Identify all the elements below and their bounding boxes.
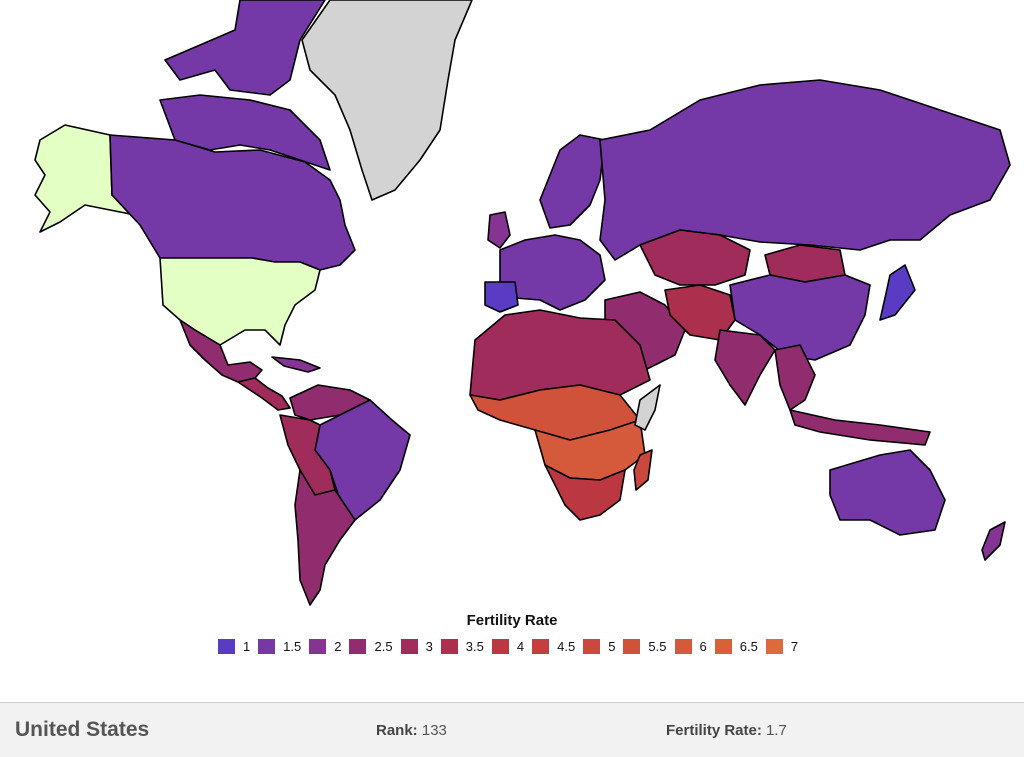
rank-value: 133 <box>421 722 447 739</box>
region-southeast-asia[interactable] <box>774 344 816 411</box>
region-greenland[interactable] <box>301 0 473 201</box>
region-southern-cone[interactable] <box>294 469 356 606</box>
legend-label: 3 <box>425 639 433 654</box>
legend-item: 4 <box>491 639 525 654</box>
legend-label: 1.5 <box>283 639 302 654</box>
legend-item: 5 <box>583 639 615 654</box>
legend-swatch <box>532 639 550 654</box>
legend-swatch <box>491 639 509 654</box>
legend-item: 2 <box>309 639 341 654</box>
legend-swatch <box>623 639 641 654</box>
legend-swatch <box>258 639 276 654</box>
legend-label: 6 <box>699 639 707 654</box>
region-arctic-islands[interactable] <box>164 0 326 96</box>
region-new-zealand[interactable] <box>981 521 1006 561</box>
legend-swatch <box>674 639 692 654</box>
legend-label: 7 <box>790 639 799 654</box>
region-russia[interactable] <box>599 79 1011 261</box>
selected-country-name: United States <box>15 718 150 741</box>
region-china[interactable] <box>729 274 871 361</box>
region-scandinavia[interactable] <box>539 134 606 229</box>
region-iberia[interactable] <box>484 281 519 313</box>
world-map[interactable] <box>0 0 1024 606</box>
legend-item: 2.5 <box>349 639 393 654</box>
legend-item: 5.5 <box>623 639 667 654</box>
region-somalia[interactable] <box>634 384 661 431</box>
region-madagascar[interactable] <box>633 449 653 491</box>
legend-item: 4.5 <box>532 639 575 654</box>
legend-item: 7 <box>765 639 799 654</box>
legend-swatch <box>349 639 367 654</box>
legend-item: 6 <box>674 639 707 654</box>
fertility-rate-value: 1.7 <box>766 722 787 739</box>
legend-swatch <box>714 639 732 654</box>
legend-swatch <box>217 639 235 654</box>
fertility-rate-stat: Fertility Rate: 1.7 <box>666 722 787 739</box>
fertility-rate-label: Fertility Rate: <box>666 722 762 739</box>
legend-swatch <box>765 639 783 654</box>
rank-label: Rank: <box>376 722 418 739</box>
legend-label: 2.5 <box>374 639 393 654</box>
legend-item: 1.5 <box>258 639 301 654</box>
legend-label: 4.5 <box>557 639 576 654</box>
region-japan[interactable] <box>879 264 916 321</box>
legend-item: 6.5 <box>714 639 758 654</box>
legend-swatch <box>400 639 418 654</box>
legend-label: 5 <box>608 639 616 654</box>
legend-label: 4 <box>516 639 525 654</box>
region-caribbean[interactable] <box>271 356 321 373</box>
legend-title: Fertility Rate <box>466 612 558 629</box>
region-andes-north[interactable] <box>279 414 336 496</box>
legend-swatch <box>309 639 327 654</box>
legend-item: 3.5 <box>440 639 484 654</box>
region-central-asia[interactable] <box>639 229 751 286</box>
legend-item: 3 <box>400 639 433 654</box>
rank-stat: Rank: 133 <box>376 722 447 739</box>
region-southern-africa[interactable] <box>544 464 626 521</box>
legend-label: 3.5 <box>465 639 484 654</box>
region-indonesia[interactable] <box>789 409 931 446</box>
legend-label: 1 <box>242 639 251 654</box>
legend-label: 6.5 <box>739 639 758 654</box>
legend: Fertility Rate 1 1.5 2 2.5 3 3.5 4 4.5 5 5.5 6 6.5 7 <box>0 612 1024 654</box>
legend-item: 1 <box>217 639 251 654</box>
info-bar: United States Rank: 133 Fertility Rate: … <box>0 702 1024 757</box>
legend-swatch <box>583 639 601 654</box>
region-australia[interactable] <box>829 449 946 536</box>
region-central-america[interactable] <box>237 377 291 411</box>
region-mexico[interactable] <box>179 319 263 383</box>
legend-items: 1 1.5 2 2.5 3 3.5 4 4.5 5 5.5 6 6.5 7 <box>0 639 1024 654</box>
region-iran-pakistan[interactable] <box>664 284 736 341</box>
legend-label: 5.5 <box>648 639 667 654</box>
legend-label: 2 <box>334 639 342 654</box>
region-uk[interactable] <box>487 211 511 249</box>
region-india[interactable] <box>714 329 776 406</box>
legend-swatch <box>440 639 458 654</box>
